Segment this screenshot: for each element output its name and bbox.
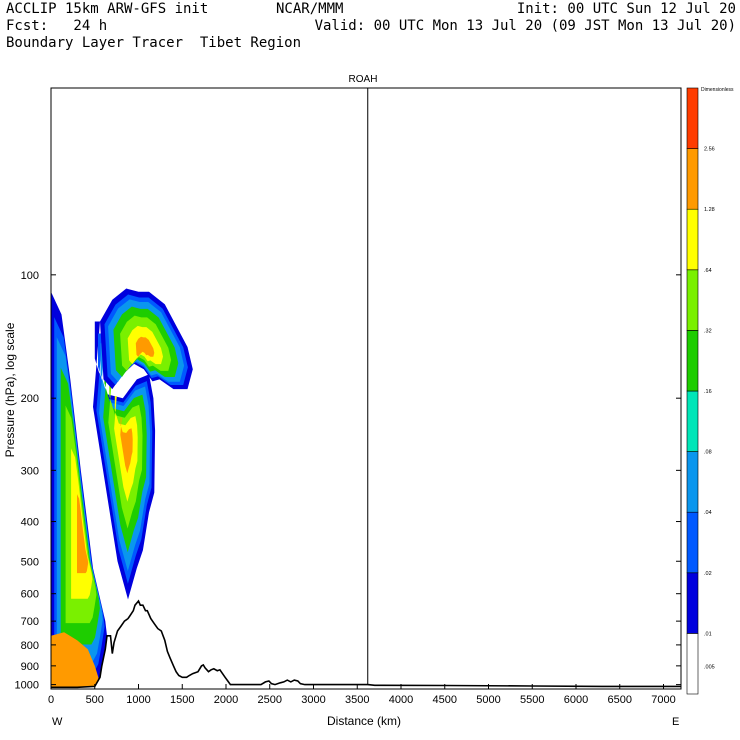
boundary-layer-high xyxy=(51,632,99,688)
plot-frame xyxy=(50,87,682,690)
y-tick-label: 500 xyxy=(21,556,39,568)
x-tick-label: 3500 xyxy=(345,694,369,706)
x-tick-label: 2000 xyxy=(214,694,238,706)
x-tick-label: 0 xyxy=(48,694,54,706)
y-tick-label: 1000 xyxy=(15,680,39,692)
x-tick-label: 6000 xyxy=(564,694,588,706)
central-stem-band-6 xyxy=(120,417,133,474)
header-line1-right: Init: 00 UTC Sun 12 Jul 20 xyxy=(516,1,736,17)
x-tick-label: 6500 xyxy=(608,694,632,706)
colorbar-level-label: .32 xyxy=(704,328,712,334)
header-line1-center: NCAR/MMM xyxy=(276,1,344,17)
y-tick-label: 300 xyxy=(21,465,39,477)
y-axis: 100 200 300 400 500 600 700 800 900 1000 xyxy=(15,270,681,692)
header-line3-left: Boundary Layer Tracer Tibet Region xyxy=(6,35,302,51)
colorbar-level-label: 2.56 xyxy=(704,147,715,153)
colorbar-level-label: .01 xyxy=(704,631,712,637)
west-plume-band-6 xyxy=(77,494,89,574)
tracer-field xyxy=(51,288,681,689)
header-line2-right: Valid: 00 UTC Mon 13 Jul 20 (09 JST Mon … xyxy=(314,18,736,34)
x-tick-label: 1500 xyxy=(170,694,194,706)
colorbar-unit-label: Dimensionless xyxy=(701,87,734,93)
colorbar-level-label: 1.28 xyxy=(704,207,715,213)
x-tick-label: 3000 xyxy=(301,694,325,706)
colorbar-level-label: .04 xyxy=(704,510,712,516)
colorbar-level-label: .08 xyxy=(704,450,712,456)
colorbar-level-label: .02 xyxy=(704,571,712,577)
x-axis: 0 500 1000 1500 2000 2500 3000 3500 4000 4500 5000… xyxy=(48,684,676,706)
x-tick-label: 2500 xyxy=(258,694,282,706)
colorbar: .005 .01 .02 .04 .08 .16 .32 .64 1.28 2.56 Dimensi… xyxy=(686,87,734,695)
header-line1-left: ACCLIP 15km ARW-GFS init xyxy=(6,1,209,17)
colorbar-swatch xyxy=(686,451,699,513)
x-tick-label: 4500 xyxy=(433,694,457,706)
colorbar-swatch xyxy=(686,330,699,392)
x-tick-label: 500 xyxy=(86,694,104,706)
colorbar-level-label: .64 xyxy=(704,268,712,274)
x-end-label: E xyxy=(672,716,679,728)
x-tick-label: 7000 xyxy=(651,694,675,706)
x-tick-label: 5500 xyxy=(520,694,544,706)
colorbar-level-label: .005 xyxy=(704,665,715,671)
colorbar-swatch xyxy=(686,390,699,452)
chart-title: ROAH xyxy=(349,74,378,85)
terrain-profile xyxy=(51,88,681,689)
colorbar-level-label: .16 xyxy=(704,389,712,395)
y-tick-label: 800 xyxy=(21,640,39,652)
terrain-line xyxy=(51,599,681,689)
anvil-band-6 xyxy=(135,336,155,357)
colorbar-swatch xyxy=(686,87,699,149)
x-tick-label: 1000 xyxy=(126,694,150,706)
y-tick-label: 100 xyxy=(21,270,39,282)
y-axis-label: Pressure (hPa), log scale xyxy=(3,322,17,457)
y-tick-label: 700 xyxy=(21,616,39,628)
colorbar-swatch xyxy=(686,208,699,271)
colorbar-swatch xyxy=(686,572,699,634)
x-start-label: W xyxy=(52,716,63,728)
y-tick-label: 900 xyxy=(21,661,39,673)
below-ground-mask xyxy=(51,601,681,689)
colorbar-swatch xyxy=(686,511,699,574)
y-tick-label: 200 xyxy=(21,393,39,405)
colorbar-swatch xyxy=(686,269,699,331)
colorbar-swatch xyxy=(686,633,699,695)
colorbar-swatch xyxy=(686,148,699,210)
y-tick-label: 600 xyxy=(21,589,39,601)
y-tick-label: 400 xyxy=(21,517,39,529)
x-tick-label: 4000 xyxy=(389,694,413,706)
header-line2-left: Fcst: 24 h xyxy=(6,18,108,34)
x-axis-label: Distance (km) xyxy=(327,714,401,728)
x-tick-label: 5000 xyxy=(476,694,500,706)
